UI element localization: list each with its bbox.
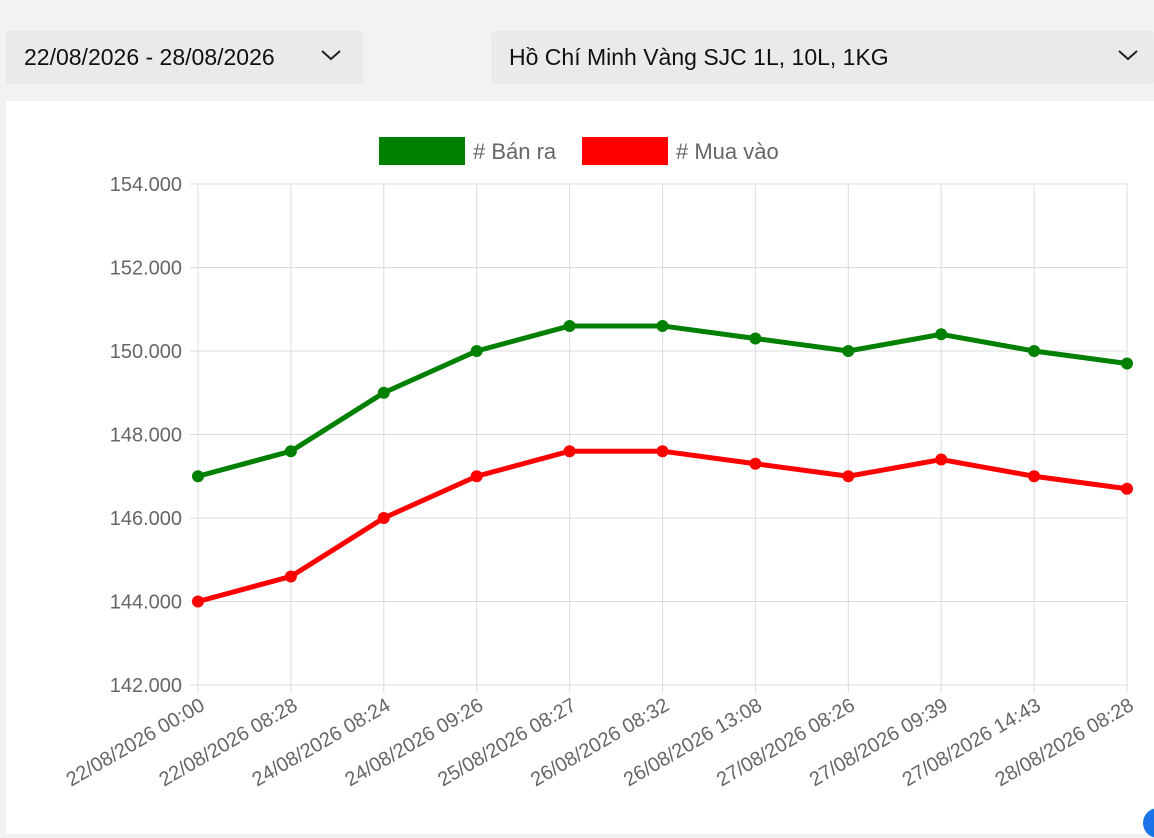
data-point: [842, 470, 855, 483]
data-point: [377, 512, 390, 524]
legend-label: # Bán ra: [473, 139, 557, 164]
data-point: [470, 345, 483, 357]
chart-card: 142.000 144.000 146.000 148.000 150.000 152.0…: [6, 101, 1154, 834]
data-point: [656, 319, 669, 332]
data-point: [749, 332, 762, 345]
product-value: Hồ Chí Minh Vàng SJC 1L, 10L, 1KG: [509, 44, 889, 70]
data-point: [192, 595, 204, 608]
product-select[interactable]: Hồ Chí Minh Vàng SJC 1L, 10L, 1KG: [491, 31, 1154, 84]
data-point: [1121, 482, 1133, 495]
data-point: [1121, 357, 1133, 370]
data-point: [1028, 470, 1041, 483]
price-line-chart: 142.000 144.000 146.000 148.000 150.000 152.0…: [63, 137, 1138, 791]
chevron-down-icon: [1118, 50, 1138, 61]
data-point: [192, 470, 204, 483]
y-tick-label: 142.000: [110, 675, 182, 697]
data-point: [1028, 345, 1041, 357]
data-point: [377, 386, 390, 399]
data-point: [470, 470, 483, 483]
legend-swatch: [379, 137, 465, 165]
y-tick-label: 150.000: [110, 341, 182, 363]
data-point: [563, 445, 576, 458]
data-point: [563, 319, 576, 332]
legend-label: # Mua vào: [676, 139, 779, 164]
y-tick-label: 146.000: [110, 508, 182, 530]
y-tick-label: 148.000: [110, 425, 182, 447]
y-tick-label: 154.000: [110, 174, 182, 196]
data-point: [749, 457, 762, 470]
data-point: [284, 570, 297, 583]
data-point: [935, 453, 948, 466]
y-tick-label: 144.000: [110, 592, 182, 614]
y-tick-label: 152.000: [110, 258, 182, 280]
floating-action-button[interactable]: [1143, 808, 1154, 838]
date-range-value: 22/08/2026 - 28/08/2026: [24, 44, 275, 70]
data-point: [935, 328, 948, 341]
date-range-select[interactable]: 22/08/2026 - 28/08/2026: [6, 31, 363, 84]
chevron-down-icon: [321, 50, 341, 61]
data-point: [284, 445, 297, 458]
data-point: [842, 345, 855, 357]
legend-swatch: [582, 137, 668, 165]
data-point: [656, 445, 669, 458]
